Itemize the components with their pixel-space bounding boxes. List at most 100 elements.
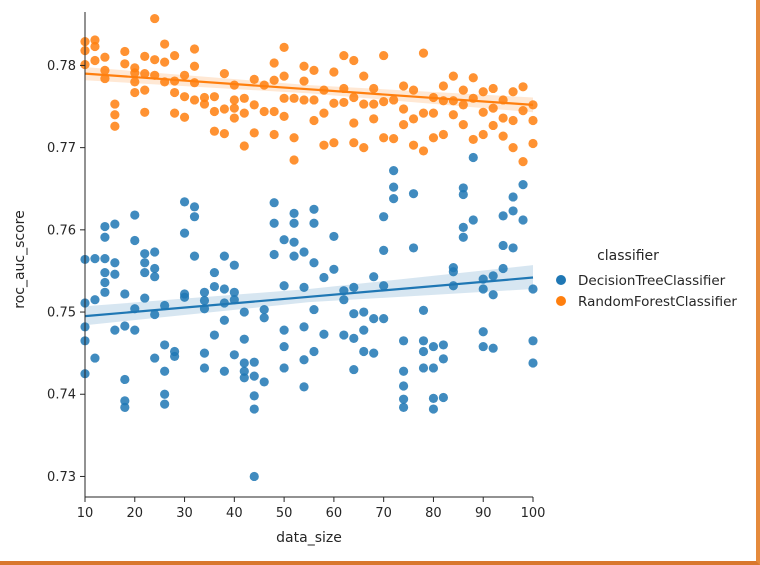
data-point [508,115,518,126]
data-point [359,143,369,153]
data-point [279,341,289,352]
data-point [389,182,399,192]
data-point [369,83,379,94]
data-point [498,113,508,123]
data-point [369,314,379,324]
data-point [488,271,498,281]
data-point [130,77,140,87]
data-point [279,363,289,373]
y-tick-label: 0.75 [47,306,76,321]
data-point [428,393,439,403]
data-point [339,295,349,305]
data-point [398,366,409,376]
data-point [508,143,518,153]
data-point [349,118,359,128]
y-tick-label: 0.76 [47,223,76,238]
data-point [229,350,239,360]
data-point [219,284,229,294]
data-point [329,231,339,242]
data-point [309,95,319,105]
x-tick-label: 100 [521,506,546,521]
legend-marker-randomforest [556,296,566,306]
data-point [150,353,160,363]
data-point [189,202,200,212]
data-point [398,394,409,404]
data-point [299,95,309,105]
data-point [229,103,239,113]
data-point [100,232,110,242]
data-point [209,92,220,102]
data-point [199,348,210,358]
data-point [359,307,369,317]
data-point [170,108,180,118]
data-point [379,212,389,222]
data-point [408,85,419,95]
data-point [249,371,259,381]
data-point [319,140,329,150]
data-point [199,287,210,297]
x-tick-label: 70 [375,506,392,521]
data-point [339,97,349,108]
data-point [478,341,488,352]
data-point [518,180,528,190]
data-point [179,228,190,238]
data-point [418,305,429,315]
data-point [369,114,379,124]
data-point [140,267,150,278]
data-point [389,95,399,105]
x-tick-label: 20 [127,506,144,521]
data-point [179,70,190,80]
data-point [130,325,140,335]
data-point [299,322,309,332]
data-point [329,264,339,274]
data-points [80,13,538,482]
data-point [438,354,448,364]
data-point [498,263,508,274]
data-point [309,115,319,126]
data-point [359,99,369,109]
data-point [418,48,429,58]
data-point [229,287,239,297]
data-point [498,211,508,221]
data-point [110,325,120,335]
data-point [289,218,299,228]
data-point [289,133,299,143]
data-point [179,289,190,299]
data-point [398,104,409,114]
data-point [179,197,190,207]
data-point [498,131,508,141]
data-point [189,44,200,54]
data-point [508,243,518,253]
data-point [448,71,458,81]
data-point [279,111,289,121]
data-point [349,364,359,375]
data-point [468,134,478,145]
data-point [249,471,259,482]
data-point [299,247,309,257]
data-point [100,287,110,297]
data-point [110,219,120,229]
data-point [199,92,210,103]
y-axis-label: roc_auc_score [12,210,28,308]
data-point [150,309,160,320]
data-point [458,120,468,130]
data-point [140,51,150,61]
y-tick-label: 0.74 [47,388,76,403]
data-point [160,300,170,311]
data-point [339,330,349,340]
data-point [289,237,299,247]
data-point [130,63,140,73]
data-point [249,100,259,110]
data-point [130,87,140,98]
data-point [379,245,389,255]
data-point [140,107,150,117]
data-point [209,281,220,292]
data-point [279,235,289,245]
data-point [120,321,130,331]
data-point [488,120,498,131]
data-point [140,85,150,95]
data-point [160,39,170,49]
data-point [269,249,279,260]
data-point [498,240,508,251]
